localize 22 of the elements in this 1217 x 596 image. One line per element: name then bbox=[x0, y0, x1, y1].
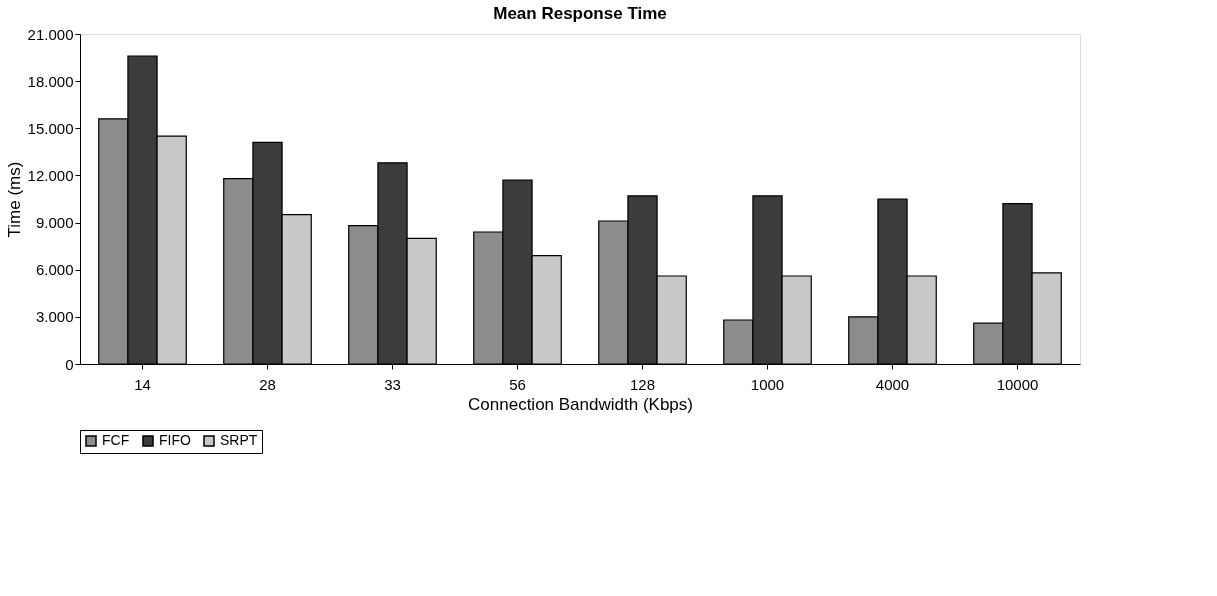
y-tick-label: 0 bbox=[65, 355, 74, 373]
x-tick-label: 4000 bbox=[875, 375, 910, 393]
x-tick-label: 56 bbox=[509, 375, 526, 393]
x-tick-label: 1000 bbox=[750, 375, 785, 393]
x-tick-label: 28 bbox=[259, 375, 276, 393]
legend-label: FCF bbox=[102, 432, 130, 448]
x-tick-label: 14 bbox=[134, 375, 151, 393]
y-tick-label: 9.000 bbox=[35, 214, 74, 232]
y-tick-label: 15.000 bbox=[27, 119, 74, 137]
legend-label: SRPT bbox=[220, 432, 258, 448]
y-axis-title: Time (ms) bbox=[4, 161, 24, 238]
y-tick-label: 21.000 bbox=[27, 25, 74, 43]
x-tick-label: 33 bbox=[384, 375, 401, 393]
y-tick-label: 6.000 bbox=[35, 261, 74, 279]
x-tick-label: 10000 bbox=[996, 375, 1039, 393]
y-tick-label: 12.000 bbox=[27, 166, 74, 184]
x-axis-title: Connection Bandwidth (Kbps) bbox=[468, 394, 693, 414]
legend-label: FIFO bbox=[159, 432, 191, 448]
chart-title: Mean Response Time bbox=[493, 4, 667, 23]
x-tick-label: 128 bbox=[629, 375, 656, 393]
y-tick-label: 18.000 bbox=[27, 72, 74, 90]
y-tick-label: 3.000 bbox=[35, 308, 74, 326]
